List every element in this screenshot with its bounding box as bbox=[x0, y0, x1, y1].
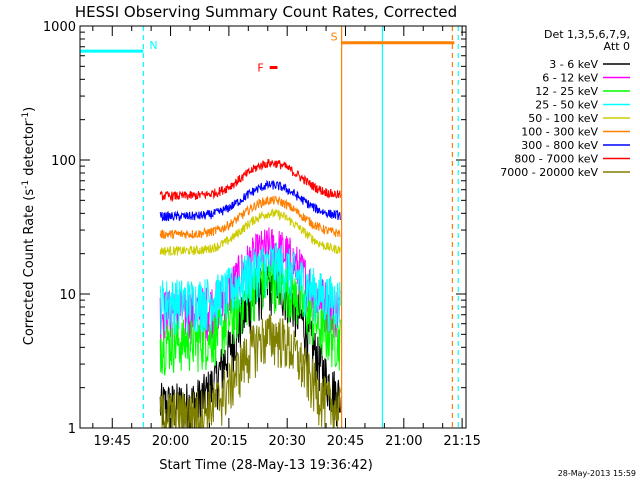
x-tick-label: 20:00 bbox=[152, 434, 189, 449]
legend-entry-label: 3 - 6 keV bbox=[549, 58, 598, 71]
y-tick-label: 100 bbox=[51, 154, 76, 169]
series-line bbox=[159, 195, 341, 240]
legend-header-2: Att 0 bbox=[604, 40, 630, 53]
y-tick-label: 10 bbox=[59, 288, 76, 303]
flag-label: S bbox=[331, 31, 338, 44]
y-tick-label: 1000 bbox=[43, 20, 76, 35]
flag-label: F bbox=[257, 62, 263, 75]
series-line bbox=[159, 314, 341, 429]
x-axis-label: Start Time (28-May-13 19:36:42) bbox=[159, 458, 373, 473]
y-tick-label: 1 bbox=[68, 422, 76, 437]
flag-label: N bbox=[149, 39, 157, 52]
legend-entry-label: 300 - 800 keV bbox=[521, 139, 598, 152]
chart-title: HESSI Observing Summary Count Rates, Cor… bbox=[75, 3, 457, 21]
x-tick-label: 20:30 bbox=[268, 434, 305, 449]
legend-entry-label: 800 - 7000 keV bbox=[514, 153, 598, 166]
plot-area: N S F 1 10 100 1000 19:45 20:00 20:15 20:30 20:45 21… bbox=[43, 20, 481, 449]
axes-frame bbox=[79, 25, 467, 429]
x-tick-label: 21:00 bbox=[385, 434, 422, 449]
x-tick-label: 19:45 bbox=[94, 434, 131, 449]
series-line bbox=[159, 179, 341, 222]
series-line bbox=[159, 242, 341, 335]
series-line bbox=[159, 208, 341, 257]
timestamp: 28-May-2013 15:59 bbox=[558, 469, 636, 478]
legend-entry-label: 12 - 25 keV bbox=[535, 85, 598, 98]
series-line bbox=[159, 158, 341, 203]
legend-entry-label: 6 - 12 keV bbox=[542, 72, 598, 85]
x-tick-label: 20:15 bbox=[210, 434, 247, 449]
legend-entry-label: 50 - 100 keV bbox=[528, 112, 598, 125]
x-tick-label: 20:45 bbox=[327, 434, 364, 449]
x-tick-label: 21:15 bbox=[443, 434, 480, 449]
legend-header-1: Det 1,3,5,6,7,9, bbox=[544, 28, 630, 41]
legend-entry-label: 7000 - 20000 keV bbox=[500, 166, 598, 179]
legend-entry-label: 100 - 300 keV bbox=[521, 126, 598, 139]
legend-entry-label: 25 - 50 keV bbox=[535, 99, 598, 112]
y-axis-label: Corrected Count Rate (s-1 detector-1) bbox=[21, 107, 37, 345]
